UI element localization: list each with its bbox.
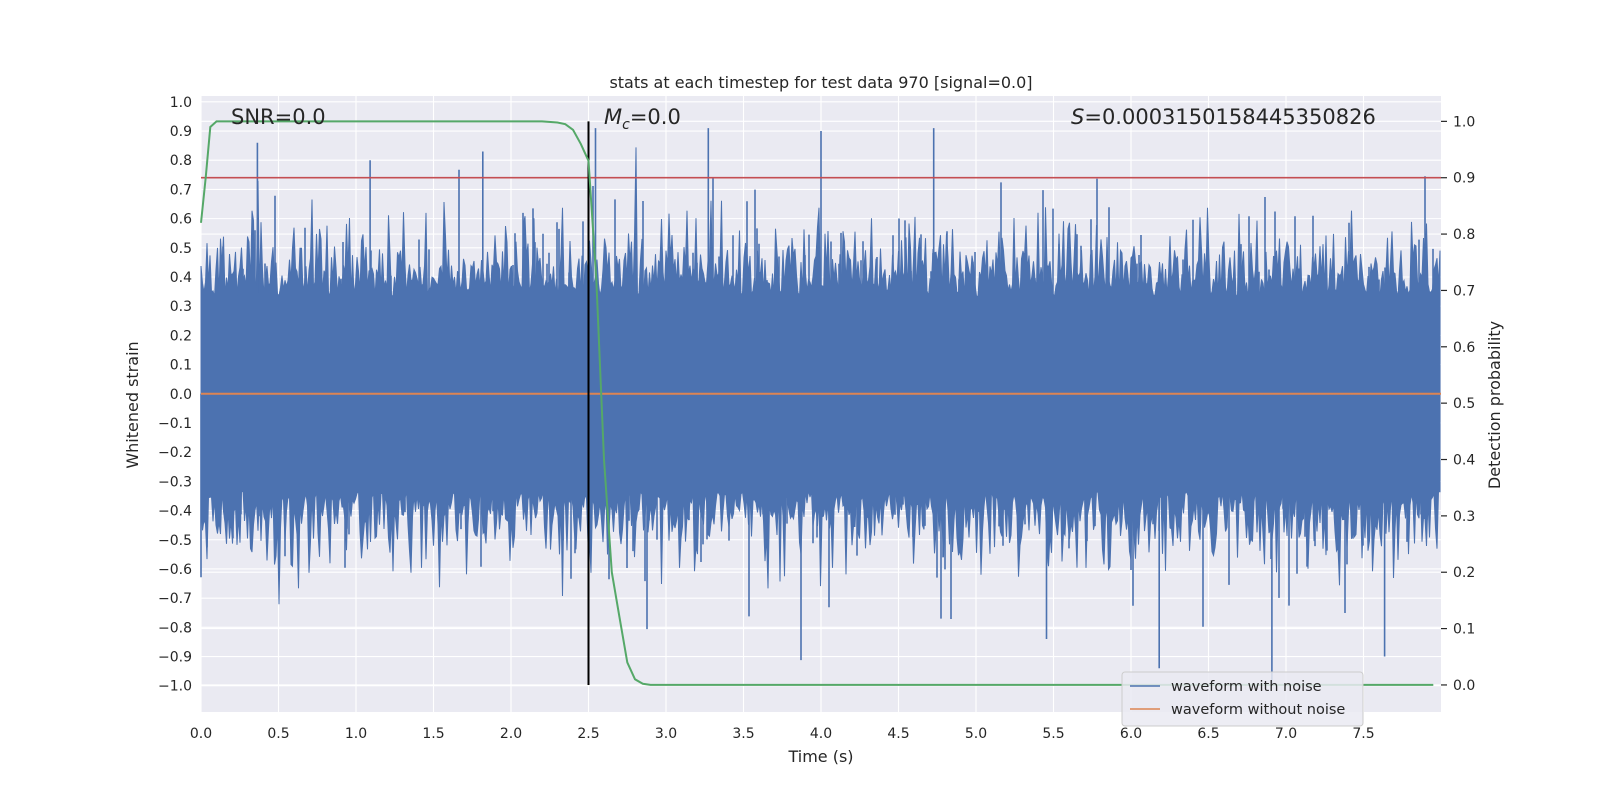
- y-tick-label: 0.6: [170, 212, 192, 228]
- x-tick-label: 3.5: [732, 726, 754, 742]
- annotation-s-statistic: S=0.0003150158445350826: [1071, 105, 1376, 129]
- x-tick-label: 2.5: [577, 726, 599, 742]
- x-tick-label: 1.0: [345, 726, 367, 742]
- y-tick-label: 0.5: [170, 241, 192, 257]
- x-tick-label: 3.0: [655, 726, 677, 742]
- y2-axis-label: Detection probability: [1485, 321, 1504, 489]
- y-axis-ticks: 1.0 0.9 0.8 0.7 0.6 0.5 0.4 0.3 0.2 0.1 0.0 −0.1 −0.…: [158, 95, 192, 695]
- legend-box: [1121, 671, 1364, 727]
- y-tick-label: −0.4: [158, 504, 192, 520]
- y-tick-label: 1.0: [170, 95, 192, 111]
- y-tick-label: −1.0: [158, 679, 192, 695]
- legend-label-waveform-with-noise: waveform with noise: [1171, 679, 1322, 695]
- x-axis-ticks: 0.0 0.5 1.0 1.5 2.0 2.5 3.0 3.5 4.0 4.5 5.0 5.5 6.0 6…: [190, 726, 1375, 742]
- annotation-chirp-mass-value: =0.0: [630, 105, 681, 129]
- x-tick-label: 2.0: [500, 726, 522, 742]
- legend: waveform with noise waveform without noi…: [1121, 671, 1364, 727]
- y-tick-label: 0.1: [170, 358, 192, 374]
- y-tick-label: −0.6: [158, 562, 192, 578]
- annotation-chirp-mass-subscript: c: [622, 117, 630, 133]
- annotation-chirp-mass-symbol: M: [604, 105, 622, 129]
- y-tick-label: 0.8: [170, 153, 192, 169]
- y-tick-label: −0.3: [158, 474, 192, 490]
- y2-tick-label: 0.9: [1453, 171, 1475, 187]
- y-tick-label: −0.2: [158, 445, 192, 461]
- x-tick-label: 0.0: [190, 726, 212, 742]
- y-tick-label: −0.9: [158, 650, 192, 666]
- x-tick-label: 6.0: [1120, 726, 1142, 742]
- x-tick-label: 5.5: [1042, 726, 1064, 742]
- y-tick-label: 0.7: [170, 182, 192, 198]
- x-tick-label: 7.0: [1275, 726, 1297, 742]
- y2-tick-label: 0.4: [1453, 453, 1475, 469]
- y-tick-label: 0.9: [170, 124, 192, 140]
- y2-tick-label: 0.6: [1453, 340, 1475, 356]
- y-tick-label: 0.0: [170, 387, 192, 403]
- y-tick-label: 0.3: [170, 299, 192, 315]
- y-tick-label: −0.5: [158, 533, 192, 549]
- annotation-s-symbol: S: [1071, 105, 1084, 129]
- y-tick-label: −0.7: [158, 591, 192, 607]
- y2-tick-label: 0.1: [1453, 622, 1475, 638]
- y2-tick-label: 0.5: [1453, 396, 1475, 412]
- x-tick-label: 7.5: [1352, 726, 1374, 742]
- x-tick-label: 0.5: [267, 726, 289, 742]
- y2-tick-label: 0.8: [1453, 227, 1475, 243]
- y-tick-label: 0.4: [170, 270, 192, 286]
- y-tick-label: −0.1: [158, 416, 192, 432]
- y2-axis-ticks: 1.0 0.9 0.8 0.7 0.6 0.5 0.4 0.3 0.2 0.1 0.0: [1441, 114, 1475, 694]
- legend-label-waveform-without-noise: waveform without noise: [1171, 702, 1345, 718]
- y2-tick-label: 0.3: [1453, 509, 1475, 525]
- y-axis-label: Whitened strain: [123, 341, 142, 468]
- annotation-snr: SNR=0.0: [231, 105, 326, 129]
- series-waveform-with-noise: [200, 128, 1441, 686]
- x-axis-label: Time (s): [787, 747, 853, 766]
- noise-spikes: [200, 128, 1434, 686]
- y-tick-label: −0.8: [158, 620, 192, 636]
- annotation-chirp-mass: Mc=0.0: [604, 105, 681, 133]
- x-tick-label: 1.5: [422, 726, 444, 742]
- series-detection-probability: [200, 120, 1434, 686]
- y2-tick-label: 1.0: [1453, 114, 1475, 130]
- y2-tick-label: 0.2: [1453, 565, 1475, 581]
- x-tick-label: 4.0: [810, 726, 832, 742]
- y-tick-label: 0.2: [170, 328, 192, 344]
- y2-tick-label: 0.0: [1453, 678, 1475, 694]
- x-tick-label: 5.0: [965, 726, 987, 742]
- chart-title: stats at each timestep for test data 970…: [609, 73, 1032, 92]
- y2-tick-label: 0.7: [1453, 283, 1475, 299]
- x-tick-label: 6.5: [1197, 726, 1219, 742]
- x-tick-label: 4.5: [887, 726, 909, 742]
- annotation-s-value: =0.0003150158445350826: [1084, 105, 1376, 129]
